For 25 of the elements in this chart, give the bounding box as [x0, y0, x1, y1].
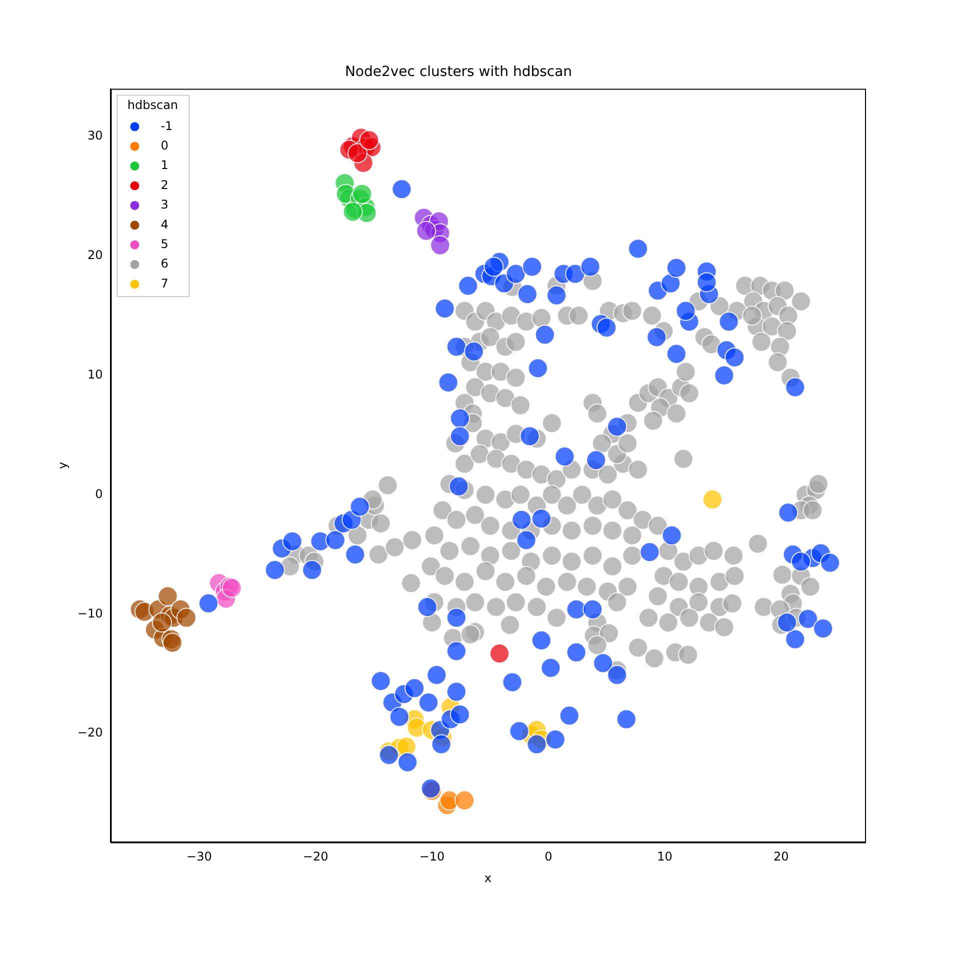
y-tick-label: 0 — [95, 486, 103, 501]
y-tick-label: 30 — [87, 128, 103, 143]
chart-title: Node2vec clusters with hdbscan — [344, 64, 572, 80]
legend-label: 0 — [160, 138, 168, 152]
y-tick-label: −10 — [77, 606, 103, 620]
y-tick-label: −20 — [77, 726, 103, 740]
y-tick-label: 20 — [87, 248, 103, 262]
x-tick-label: −30 — [186, 850, 212, 864]
x-tick-label: 0 — [544, 850, 552, 864]
legend-label: 2 — [160, 178, 168, 192]
legend-label: 6 — [160, 256, 168, 271]
legend-label: 5 — [160, 236, 168, 251]
legend-title: hdbscan — [127, 98, 178, 112]
legend-label: 3 — [160, 198, 168, 212]
y-axis-title: y — [55, 462, 70, 470]
y-tick-label: 10 — [87, 367, 103, 382]
legend-label: -1 — [160, 118, 173, 133]
x-axis-title: x — [484, 870, 492, 885]
x-tick-label: 10 — [657, 850, 672, 864]
legend-label: 7 — [160, 276, 168, 290]
legend-label: 4 — [160, 217, 168, 232]
x-tick-label: −20 — [302, 850, 328, 864]
x-tick-label: 20 — [774, 850, 789, 864]
legend-label: 1 — [160, 158, 168, 172]
x-tick-label: −10 — [419, 850, 445, 864]
